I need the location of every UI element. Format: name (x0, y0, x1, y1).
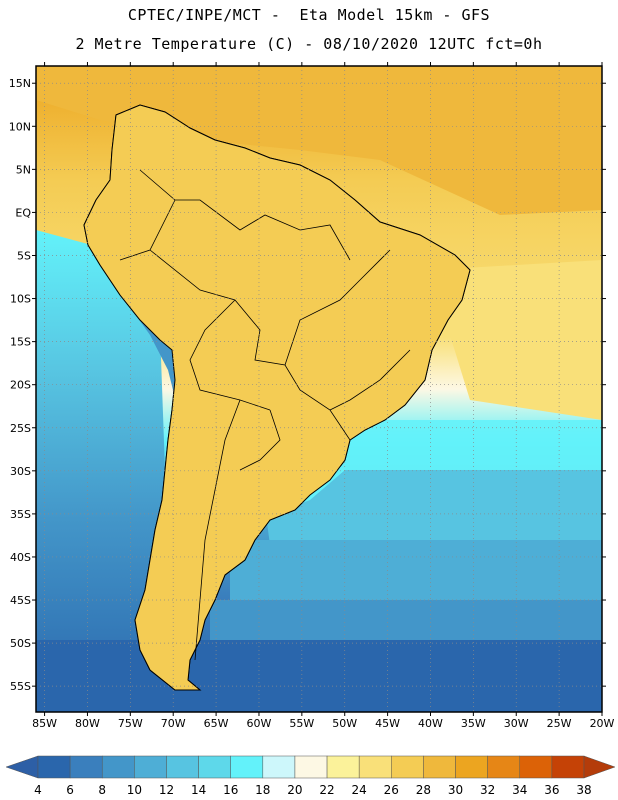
colorbar-swatch (519, 755, 553, 779)
colorbar-swatch (37, 755, 71, 779)
colorbar-tick-label: 36 (544, 783, 559, 797)
colorbar-swatch (551, 755, 585, 779)
colorbar-swatch (134, 755, 167, 779)
colorbar-swatch (294, 755, 328, 779)
lat-label-50s: 50S (10, 637, 31, 650)
lat-label-45s: 45S (10, 594, 31, 607)
lat-label-15s: 15S (10, 336, 31, 349)
colorbar-swatch (198, 755, 231, 779)
longitude-axis: 85W 80W 75W 70W 65W 60W 55W 50W 45W 40W 35W 30W 25W 2… (32, 62, 615, 730)
colorbar-swatch (101, 755, 135, 779)
colorbar-swatch (487, 755, 521, 779)
country-borders (119, 169, 411, 661)
lon-label-25w: 25W (547, 717, 572, 730)
lon-label-40w: 40W (418, 717, 443, 730)
lat-label-40s: 40S (10, 551, 31, 564)
colorbar-tick-label: 28 (416, 783, 431, 797)
lon-label-30w: 30W (504, 717, 529, 730)
colorbar-swatch (391, 755, 424, 779)
colorbar-high-arrow (583, 755, 616, 779)
southern-ocean-band (36, 640, 602, 712)
colorbar-swatch (326, 755, 360, 779)
map-title-line2: 2 Metre Temperature (C) - 08/10/2020 12U… (75, 35, 543, 53)
colorbar-tick-label: 4 (34, 783, 42, 797)
lat-label-15n: 15N (9, 77, 31, 90)
colorbar-tick-label: 30 (448, 783, 463, 797)
lon-label-45w: 45W (375, 717, 400, 730)
lon-label-35w: 35W (461, 717, 486, 730)
temperature-colorbar: 4 6 8 10 12 14 16 18 20 22 24 26 28 30 32 34 36 38 (5, 755, 616, 797)
latitude-axis: 15N 10N 5N EQ 5S 10S 15S 20S 25S 30S 35S 40S 45S 50S 5… (9, 77, 606, 693)
colorbar-tick-label: 16 (223, 783, 238, 797)
map-fill-layer (36, 66, 602, 712)
lon-label-60w: 60W (247, 717, 272, 730)
lat-label-35s: 35S (10, 508, 31, 521)
lat-label-20s: 20S (10, 379, 31, 392)
lat-label-30s: 30S (10, 465, 31, 478)
colorbar-low-arrow (5, 755, 39, 779)
map-title-line1: CPTEC/INPE/MCT - Eta Model 15km - GFS (127, 6, 491, 24)
colorbar-swatch (423, 755, 456, 779)
colorbar-tick-label: 22 (319, 783, 334, 797)
colorbar-tick-label: 24 (352, 783, 367, 797)
lat-label-10n: 10N (9, 120, 31, 133)
colorbar-ticks: 4 6 8 10 12 14 16 18 20 22 24 26 28 30 32 34 36 38 (34, 783, 591, 797)
colorbar-swatch (69, 755, 103, 779)
colorbar-tick-label: 20 (287, 783, 302, 797)
colorbar-tick-label: 6 (66, 783, 74, 797)
colorbar-tick-label: 26 (384, 783, 399, 797)
lat-label-55s: 55S (10, 680, 31, 693)
colorbar-tick-label: 34 (512, 783, 527, 797)
colorbar-tick-label: 12 (159, 783, 174, 797)
colorbar-tick-label: 38 (576, 783, 591, 797)
colorbar-swatch (230, 755, 264, 779)
lat-label-10s: 10S (10, 293, 31, 306)
lon-label-55w: 55W (289, 717, 314, 730)
north-warm-field (36, 66, 602, 215)
plot-frame (35, 65, 603, 713)
lon-label-20w: 20W (590, 717, 615, 730)
temperature-map: 15N 10N 5N EQ 5S 10S 15S 20S 25S 30S 35S 40S 45S 50S 5… (9, 62, 615, 730)
lon-label-85w: 85W (32, 717, 57, 730)
colorbar-tick-label: 8 (98, 783, 106, 797)
colorbar-tick-label: 32 (480, 783, 495, 797)
colorbar-swatch (262, 755, 296, 779)
lat-label-25s: 25S (10, 422, 31, 435)
lon-label-50w: 50W (332, 717, 357, 730)
lon-label-65w: 65W (204, 717, 229, 730)
lon-label-80w: 80W (75, 717, 100, 730)
atlantic-tropical-field (430, 260, 602, 420)
colorbar-swatch (455, 755, 488, 779)
colorbar-tick-label: 18 (255, 783, 270, 797)
colorbar-swatch (358, 755, 392, 779)
lon-label-70w: 70W (161, 717, 186, 730)
colorbar-tick-label: 10 (127, 783, 142, 797)
lat-label-5n: 5N (16, 163, 31, 176)
atlantic-band-3 (230, 540, 602, 610)
lat-label-eq: EQ (15, 206, 31, 219)
lat-label-5s: 5S (17, 249, 31, 262)
lon-label-75w: 75W (118, 717, 143, 730)
colorbar-swatch (166, 755, 199, 779)
colorbar-tick-label: 14 (191, 783, 206, 797)
